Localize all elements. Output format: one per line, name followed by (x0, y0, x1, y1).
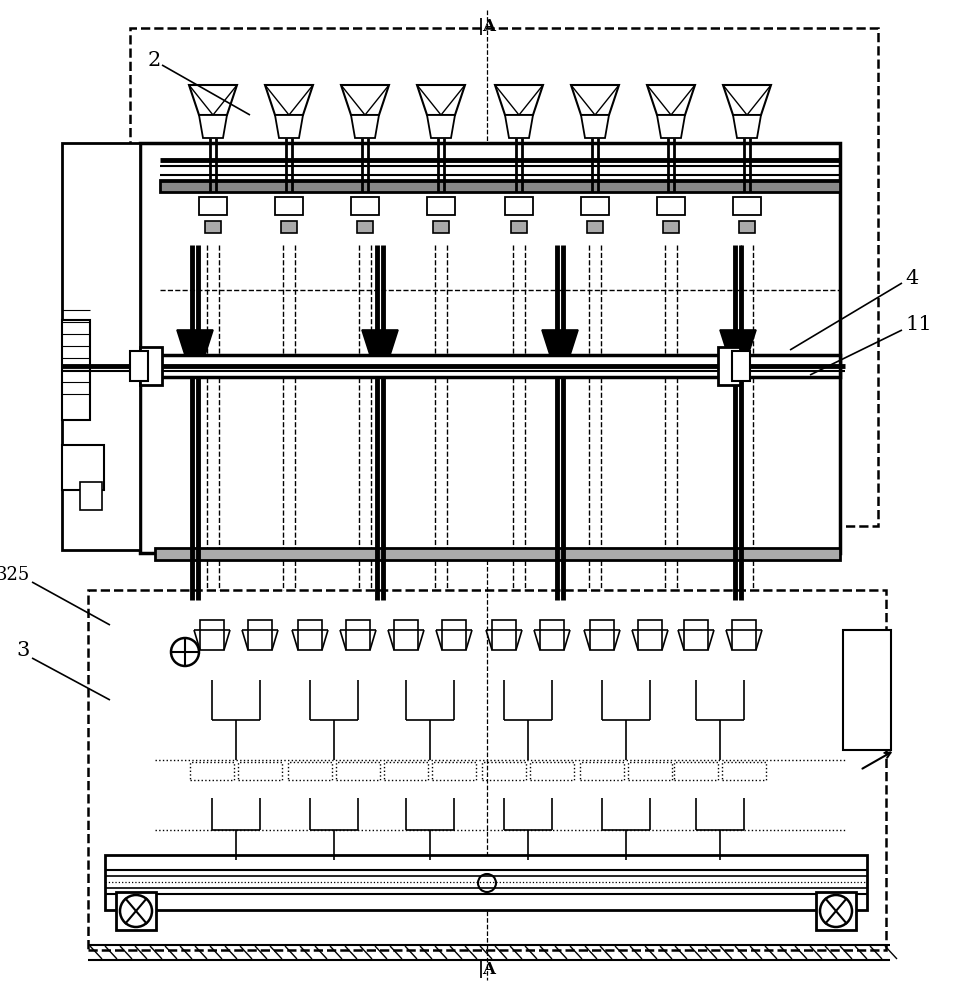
Bar (62, 143, 140, 550)
Bar (628, 762, 672, 780)
Bar (816, 892, 856, 930)
Bar (432, 762, 476, 780)
Bar (587, 221, 603, 233)
Bar (492, 620, 516, 650)
Bar (346, 620, 370, 650)
Bar (298, 620, 322, 650)
Bar (482, 762, 526, 780)
Bar (722, 762, 766, 780)
Polygon shape (362, 330, 398, 355)
Polygon shape (265, 85, 313, 115)
Bar (62, 445, 104, 490)
Bar (105, 855, 867, 910)
Bar (663, 221, 679, 233)
Bar (160, 180, 840, 192)
Polygon shape (720, 330, 756, 355)
Polygon shape (647, 85, 695, 115)
Polygon shape (177, 330, 213, 355)
Bar (433, 221, 449, 233)
Polygon shape (505, 115, 533, 138)
Text: |A: |A (477, 18, 497, 35)
Text: |A: |A (477, 961, 497, 978)
Bar (511, 221, 527, 233)
Polygon shape (275, 115, 303, 138)
Polygon shape (657, 115, 685, 138)
Bar (248, 620, 272, 650)
Text: 325: 325 (0, 566, 30, 584)
Bar (140, 143, 840, 553)
Bar (733, 197, 761, 215)
Bar (130, 351, 148, 381)
Bar (442, 620, 466, 650)
Bar (684, 620, 708, 650)
Bar (590, 620, 614, 650)
Bar (540, 620, 564, 650)
Bar (739, 221, 755, 233)
Bar (732, 351, 750, 381)
Bar (140, 347, 162, 385)
Bar (200, 620, 224, 650)
Polygon shape (723, 85, 771, 115)
Polygon shape (733, 115, 761, 138)
Text: 3: 3 (17, 641, 30, 660)
Polygon shape (495, 85, 543, 115)
Polygon shape (571, 85, 619, 115)
Text: 2: 2 (148, 50, 161, 70)
Polygon shape (341, 85, 389, 115)
Bar (581, 197, 609, 215)
Bar (718, 347, 740, 385)
Polygon shape (542, 330, 578, 355)
Bar (674, 762, 718, 780)
Bar (336, 762, 380, 780)
Polygon shape (199, 115, 227, 138)
Bar (275, 197, 303, 215)
Bar (843, 630, 891, 750)
Polygon shape (417, 85, 465, 115)
Bar (155, 355, 840, 377)
Bar (205, 221, 221, 233)
Bar (80, 482, 102, 510)
Bar (116, 892, 156, 930)
Bar (351, 197, 379, 215)
Bar (394, 620, 418, 650)
Bar (384, 762, 428, 780)
Text: 11: 11 (905, 316, 932, 334)
Bar (657, 197, 685, 215)
Bar (732, 620, 756, 650)
Bar (62, 320, 90, 420)
Bar (580, 762, 624, 780)
Bar (505, 197, 533, 215)
Polygon shape (427, 115, 455, 138)
Bar (238, 762, 282, 780)
Polygon shape (351, 115, 379, 138)
Bar (357, 221, 373, 233)
Bar (88, 590, 886, 950)
Bar (155, 548, 840, 560)
Bar (427, 197, 455, 215)
Bar (288, 762, 332, 780)
Bar (130, 28, 878, 526)
Text: 4: 4 (905, 268, 919, 288)
Bar (530, 762, 574, 780)
Bar (199, 197, 227, 215)
Polygon shape (581, 115, 609, 138)
Bar (638, 620, 662, 650)
Bar (190, 762, 234, 780)
Polygon shape (189, 85, 237, 115)
Bar (281, 221, 297, 233)
